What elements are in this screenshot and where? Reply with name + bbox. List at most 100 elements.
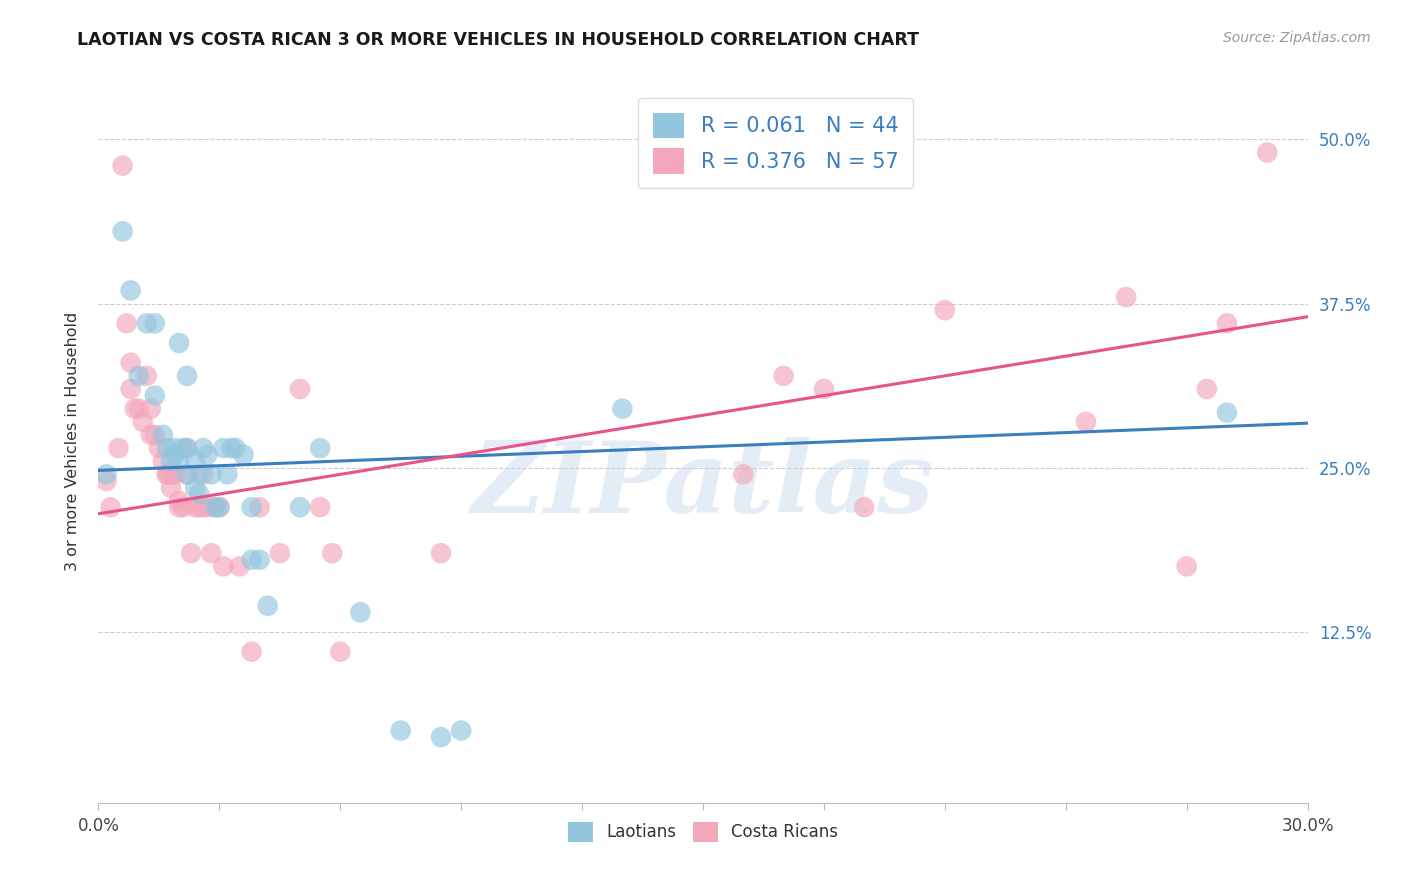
Point bbox=[232, 448, 254, 462]
Point bbox=[195, 448, 218, 462]
Point bbox=[228, 559, 250, 574]
Point bbox=[389, 723, 412, 738]
Point bbox=[1115, 290, 1137, 304]
Point bbox=[240, 645, 263, 659]
Point bbox=[224, 441, 246, 455]
Point bbox=[208, 500, 231, 515]
Point bbox=[176, 441, 198, 455]
Point bbox=[184, 454, 207, 468]
Point bbox=[430, 730, 453, 744]
Point bbox=[200, 546, 222, 560]
Point bbox=[853, 500, 876, 515]
Point bbox=[212, 441, 235, 455]
Point bbox=[1256, 145, 1278, 160]
Point bbox=[148, 441, 170, 455]
Point bbox=[249, 500, 271, 515]
Point bbox=[128, 401, 150, 416]
Point bbox=[184, 481, 207, 495]
Point bbox=[212, 559, 235, 574]
Point bbox=[120, 382, 142, 396]
Point bbox=[733, 467, 755, 482]
Point bbox=[167, 500, 190, 515]
Point bbox=[135, 368, 157, 383]
Point bbox=[143, 388, 166, 402]
Point bbox=[111, 224, 134, 238]
Point bbox=[934, 303, 956, 318]
Point bbox=[217, 467, 239, 482]
Point bbox=[132, 415, 155, 429]
Point bbox=[156, 467, 179, 482]
Point bbox=[160, 481, 183, 495]
Point bbox=[172, 441, 194, 455]
Point bbox=[249, 553, 271, 567]
Point bbox=[204, 500, 226, 515]
Point bbox=[200, 467, 222, 482]
Point bbox=[176, 467, 198, 482]
Point bbox=[120, 284, 142, 298]
Point bbox=[288, 500, 311, 515]
Point bbox=[152, 454, 174, 468]
Point bbox=[240, 500, 263, 515]
Text: LAOTIAN VS COSTA RICAN 3 OR MORE VEHICLES IN HOUSEHOLD CORRELATION CHART: LAOTIAN VS COSTA RICAN 3 OR MORE VEHICLE… bbox=[77, 31, 920, 49]
Point bbox=[184, 500, 207, 515]
Point bbox=[309, 500, 332, 515]
Point bbox=[813, 382, 835, 396]
Point bbox=[107, 441, 129, 455]
Point bbox=[120, 356, 142, 370]
Point bbox=[163, 467, 186, 482]
Point bbox=[152, 428, 174, 442]
Point bbox=[115, 316, 138, 330]
Point bbox=[143, 428, 166, 442]
Point bbox=[188, 467, 211, 482]
Point bbox=[193, 467, 215, 482]
Point bbox=[1216, 316, 1239, 330]
Point bbox=[240, 553, 263, 567]
Point bbox=[612, 401, 634, 416]
Point bbox=[329, 645, 352, 659]
Point bbox=[349, 605, 371, 619]
Point bbox=[1195, 382, 1218, 396]
Point bbox=[651, 159, 673, 173]
Point bbox=[204, 500, 226, 515]
Point bbox=[139, 401, 162, 416]
Point bbox=[172, 500, 194, 515]
Point bbox=[1175, 559, 1198, 574]
Point bbox=[195, 500, 218, 515]
Point bbox=[193, 441, 215, 455]
Point bbox=[128, 368, 150, 383]
Point bbox=[111, 159, 134, 173]
Point bbox=[288, 382, 311, 396]
Point bbox=[221, 441, 243, 455]
Point bbox=[256, 599, 278, 613]
Point bbox=[156, 441, 179, 455]
Point bbox=[1216, 406, 1239, 420]
Point bbox=[269, 546, 291, 560]
Y-axis label: 3 or more Vehicles in Household: 3 or more Vehicles in Household bbox=[65, 312, 80, 571]
Legend: Laotians, Costa Ricans: Laotians, Costa Ricans bbox=[561, 815, 845, 848]
Point bbox=[188, 487, 211, 501]
Point bbox=[167, 454, 190, 468]
Point bbox=[156, 467, 179, 482]
Point bbox=[139, 428, 162, 442]
Point bbox=[96, 467, 118, 482]
Point bbox=[143, 316, 166, 330]
Point bbox=[176, 368, 198, 383]
Point bbox=[1074, 415, 1097, 429]
Point bbox=[176, 467, 198, 482]
Point bbox=[160, 454, 183, 468]
Text: Source: ZipAtlas.com: Source: ZipAtlas.com bbox=[1223, 31, 1371, 45]
Point bbox=[124, 401, 146, 416]
Point bbox=[309, 441, 332, 455]
Point bbox=[180, 546, 202, 560]
Point bbox=[167, 493, 190, 508]
Point bbox=[450, 723, 472, 738]
Point bbox=[135, 316, 157, 330]
Point bbox=[167, 336, 190, 351]
Point bbox=[188, 500, 211, 515]
Point bbox=[321, 546, 343, 560]
Point bbox=[163, 448, 186, 462]
Point bbox=[160, 467, 183, 482]
Point bbox=[100, 500, 122, 515]
Text: ZIPatlas: ZIPatlas bbox=[472, 437, 934, 533]
Point bbox=[430, 546, 453, 560]
